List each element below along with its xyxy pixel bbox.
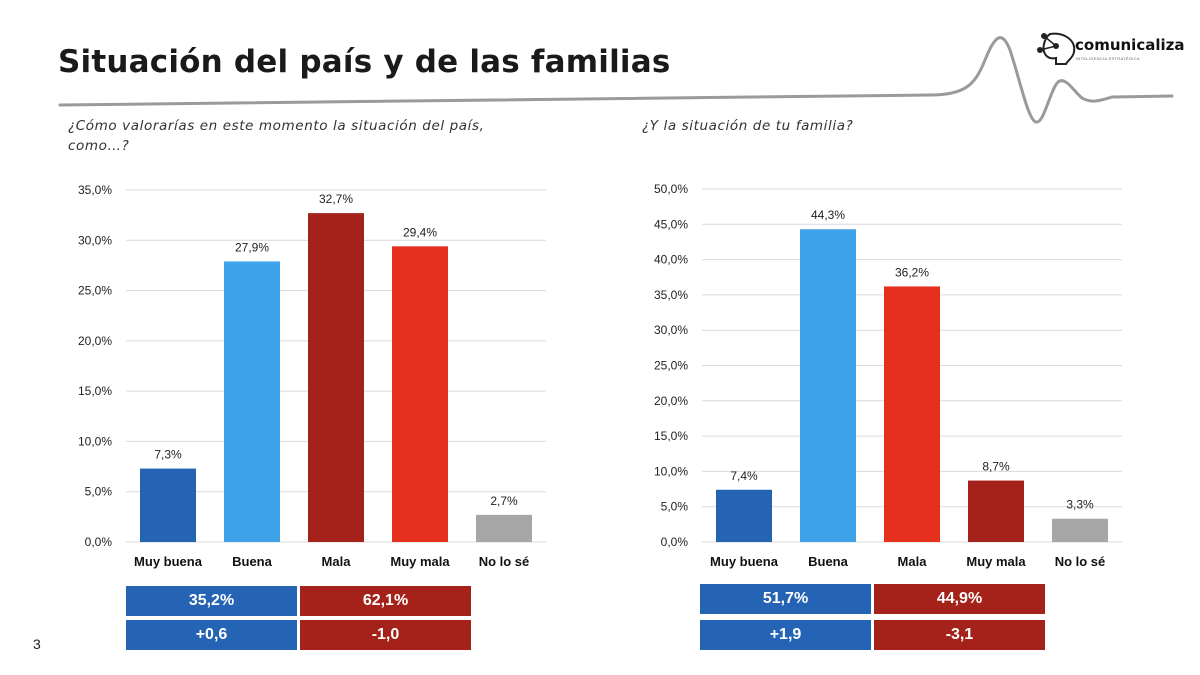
page-title: Situación del país y de las familias	[58, 44, 671, 80]
chart-1-category-label: Muy mala	[390, 554, 450, 569]
chart-2-positive-change: +1,9	[700, 620, 871, 650]
chart-2-y-tick-label: 35,0%	[654, 288, 688, 302]
chart-2-category-label: Muy mala	[966, 554, 1026, 569]
chart-1-y-tick-label: 25,0%	[78, 284, 112, 298]
chart-2-y-tick-label: 50,0%	[654, 182, 688, 196]
chart-1-data-label: 7,3%	[154, 448, 182, 462]
chart-1-category-label: Mala	[322, 554, 352, 569]
chart-1-bar	[392, 246, 448, 542]
chart-1-bar	[476, 514, 532, 542]
chart-2-question-line-1: ¿Y la situación de tu familia?	[642, 118, 854, 134]
logo-wordmark: comunicaliza	[1075, 36, 1185, 54]
chart-1-negative-total: 62,1%	[300, 586, 471, 616]
chart-1-data-label: 27,9%	[235, 240, 269, 254]
chart-1-y-tick-label: 0,0%	[85, 535, 113, 549]
chart-2-bar	[968, 480, 1024, 542]
chart-2-bar	[800, 229, 856, 542]
chart-1-question-line-1: ¿Cómo valorarías en este momento la situ…	[68, 118, 485, 134]
chart-2-y-tick-label: 25,0%	[654, 359, 688, 373]
page-number: 3	[33, 636, 41, 652]
chart-2-data-label: 44,3%	[811, 208, 845, 222]
chart-1-positive-total: 35,2%	[126, 586, 297, 616]
chart-1-category-label: No lo sé	[479, 554, 530, 569]
chart-1-data-label: 32,7%	[319, 192, 353, 206]
chart-1-data-label: 29,4%	[403, 225, 437, 239]
chart-2-y-tick-label: 20,0%	[654, 394, 688, 408]
chart-2-category-label: Mala	[898, 554, 928, 569]
chart-1-y-tick-label: 30,0%	[78, 233, 112, 247]
chart-2-y-tick-label: 45,0%	[654, 217, 688, 231]
chart-2-y-tick-label: 0,0%	[661, 535, 689, 549]
chart-1-y-tick-label: 20,0%	[78, 334, 112, 348]
chart-2-category-label: Buena	[808, 554, 849, 569]
chart-1-category-label: Muy buena	[134, 554, 203, 569]
chart-2-category-label: Muy buena	[710, 554, 779, 569]
chart-2-y-tick-label: 40,0%	[654, 253, 688, 267]
chart-2-bar	[884, 286, 940, 542]
chart-2-data-label: 8,7%	[982, 460, 1010, 474]
chart-1-bar	[140, 468, 196, 542]
chart-1-bar	[224, 261, 280, 542]
chart-1-positive-change: +0,6	[126, 620, 297, 650]
chart-2-bar	[716, 489, 772, 542]
chart-1-data-label: 2,7%	[490, 494, 518, 508]
chart-2-question: ¿Y la situación de tu familia?	[642, 116, 1122, 136]
chart-2-negative-change: -3,1	[874, 620, 1045, 650]
chart-2-bar	[1052, 518, 1108, 542]
chart-2-y-tick-label: 5,0%	[661, 500, 689, 514]
chart-1-negative-change: -1,0	[300, 620, 471, 650]
chart-1-bar	[308, 213, 364, 543]
chart-2-data-label: 7,4%	[730, 469, 758, 483]
chart-2-category-label: No lo sé	[1055, 554, 1106, 569]
chart-1-question-line-2: como…?	[68, 138, 130, 154]
chart-2-positive-total: 51,7%	[700, 584, 871, 614]
chart-1-y-tick-label: 10,0%	[78, 434, 112, 448]
chart-1-question: ¿Cómo valorarías en este momento la situ…	[68, 116, 548, 156]
chart-2-negative-total: 44,9%	[874, 584, 1045, 614]
brain-network-logo-icon	[1037, 32, 1076, 65]
chart-2-y-tick-label: 30,0%	[654, 323, 688, 337]
chart-1-category-label: Buena	[232, 554, 273, 569]
logo-tagline: INTELIGENCIA ESTRATÉGICA	[1076, 56, 1140, 61]
chart-2-data-label: 36,2%	[895, 265, 929, 279]
chart-1-y-tick-label: 15,0%	[78, 384, 112, 398]
chart-1-y-tick-label: 5,0%	[85, 485, 113, 499]
chart-2-data-label: 3,3%	[1066, 498, 1094, 512]
chart-2-y-tick-label: 15,0%	[654, 429, 688, 443]
chart-2-y-tick-label: 10,0%	[654, 464, 688, 478]
decorative-wave-line	[58, 36, 1174, 124]
chart-1-y-tick-label: 35,0%	[78, 183, 112, 197]
